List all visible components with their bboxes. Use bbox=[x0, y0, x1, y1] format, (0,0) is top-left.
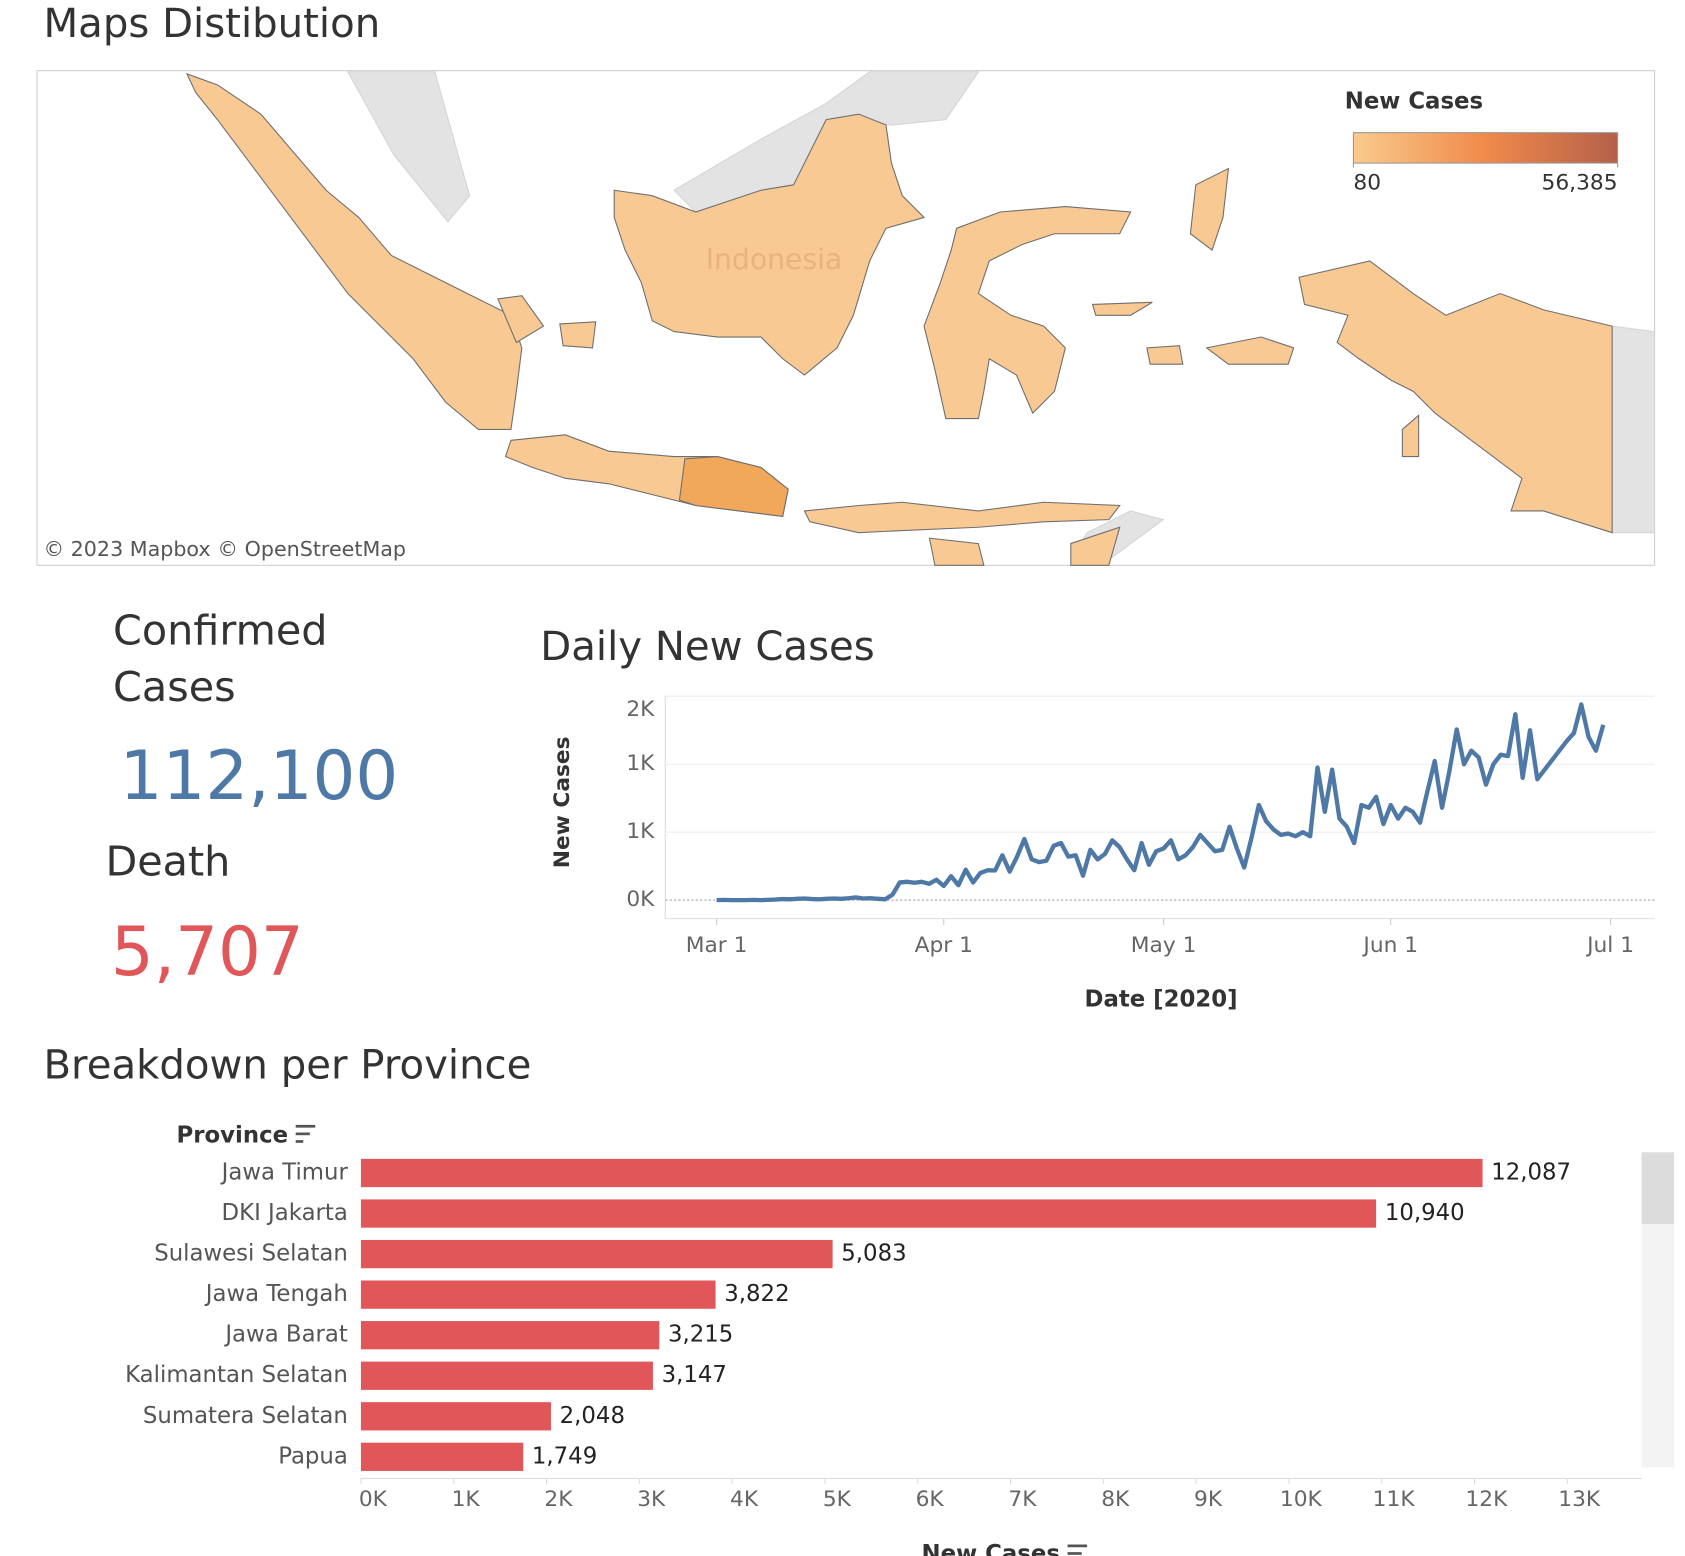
y-tick-label: 2K bbox=[626, 697, 655, 722]
value-label: 3,822 bbox=[724, 1281, 789, 1307]
x-tick-label: 1K bbox=[452, 1487, 481, 1512]
chart-title: Daily New Cases bbox=[540, 624, 874, 670]
x-tick-label: Jun 1 bbox=[1361, 933, 1418, 958]
x-tick-label: 13K bbox=[1558, 1487, 1601, 1512]
kpi-label: Confirmed Cases bbox=[113, 606, 328, 711]
island bbox=[1401, 414, 1420, 458]
kpi-value: 112,100 bbox=[120, 736, 399, 815]
island bbox=[1298, 260, 1613, 534]
y-tick-label: 1K bbox=[626, 819, 655, 844]
x-axis-title: Date [2020] bbox=[1085, 987, 1238, 1013]
x-tick-label: 8K bbox=[1101, 1487, 1130, 1512]
y-tick-label: Jawa Tengah bbox=[204, 1281, 348, 1307]
y-tick-label: 1K bbox=[626, 751, 655, 776]
bar bbox=[360, 1361, 653, 1390]
value-label: 12,087 bbox=[1491, 1159, 1571, 1185]
land-neighbor bbox=[346, 71, 471, 223]
value-label: 3,215 bbox=[668, 1322, 733, 1348]
bar bbox=[360, 1239, 833, 1269]
x-tick-label: 9K bbox=[1194, 1487, 1223, 1512]
x-tick-label: 3K bbox=[637, 1487, 666, 1512]
kpi-value: 5,707 bbox=[111, 912, 304, 991]
island bbox=[1189, 167, 1230, 251]
x-tick-label: May 1 bbox=[1131, 933, 1197, 958]
y-tick-label: Sulawesi Selatan bbox=[154, 1241, 348, 1267]
chart-title: Breakdown per Province bbox=[43, 1043, 531, 1089]
value-label: 3,147 bbox=[662, 1362, 727, 1388]
x-tick-label: Mar 1 bbox=[686, 933, 748, 958]
x-tick-label: 6K bbox=[916, 1487, 945, 1512]
island bbox=[613, 113, 926, 376]
island bbox=[185, 72, 523, 430]
x-tick-label: 12K bbox=[1465, 1487, 1508, 1512]
bar bbox=[360, 1321, 660, 1350]
kpi-label: Death bbox=[105, 837, 230, 885]
value-label: 5,083 bbox=[841, 1241, 906, 1267]
province-highlight bbox=[678, 456, 789, 517]
map-title: Maps Distibution bbox=[43, 1, 380, 47]
value-label: 1,749 bbox=[532, 1443, 597, 1469]
map-attribution: © 2023 Mapbox bbox=[43, 537, 210, 561]
legend-label: 80 bbox=[1353, 171, 1381, 196]
map-attribution: © OpenStreetMap bbox=[217, 537, 406, 561]
y-tick-label: DKI Jakarta bbox=[222, 1200, 348, 1226]
island bbox=[1091, 301, 1153, 316]
sort-icon bbox=[1067, 1544, 1088, 1555]
y-tick-label: Kalimantan Selatan bbox=[125, 1362, 348, 1388]
island bbox=[559, 321, 597, 349]
y-axis-title: New Cases bbox=[550, 736, 575, 868]
island bbox=[1146, 345, 1184, 365]
y-tick-label: Papua bbox=[278, 1443, 348, 1469]
island bbox=[923, 206, 1132, 420]
y-tick-label: Sumatera Selatan bbox=[143, 1403, 348, 1429]
island bbox=[1205, 336, 1295, 365]
x-tick-label: Jul 1 bbox=[1585, 933, 1634, 958]
bar bbox=[360, 1280, 716, 1309]
y-tick-label: Jawa Barat bbox=[223, 1322, 348, 1348]
x-tick-label: 2K bbox=[544, 1487, 573, 1512]
x-tick-label: 7K bbox=[1008, 1487, 1037, 1512]
island bbox=[1070, 526, 1121, 566]
land-neighbor bbox=[1611, 325, 1656, 534]
legend-gradient bbox=[1352, 132, 1619, 164]
x-tick-label: 10K bbox=[1280, 1487, 1323, 1512]
island bbox=[803, 501, 1121, 534]
island bbox=[928, 537, 985, 566]
x-axis-title: New Cases bbox=[922, 1541, 1060, 1556]
value-label: 2,048 bbox=[560, 1403, 625, 1429]
map bbox=[185, 71, 1656, 566]
legend-title: New Cases bbox=[1345, 89, 1483, 115]
bar bbox=[360, 1158, 1483, 1188]
x-tick-label: Apr 1 bbox=[915, 933, 973, 958]
line bbox=[716, 702, 1606, 903]
sort-icon bbox=[295, 1124, 316, 1143]
legend-label: 56,385 bbox=[1542, 171, 1618, 196]
bar bbox=[360, 1199, 1377, 1228]
bar bbox=[360, 1402, 551, 1431]
value-label: 10,940 bbox=[1385, 1200, 1465, 1226]
y-axis-title: Province bbox=[177, 1123, 289, 1149]
map-place-label: Indonesia bbox=[706, 243, 843, 276]
x-tick-label: 5K bbox=[823, 1487, 852, 1512]
y-tick-label: 0K bbox=[626, 887, 655, 912]
y-tick-label: Jawa Timur bbox=[220, 1159, 349, 1185]
island bbox=[497, 295, 545, 344]
x-tick-label: 4K bbox=[730, 1487, 759, 1512]
x-tick-label: 11K bbox=[1373, 1487, 1416, 1512]
bar bbox=[360, 1442, 524, 1471]
kpi-label-box: Confirmed Cases bbox=[113, 606, 328, 711]
x-tick-label: 0K bbox=[359, 1487, 388, 1512]
scrollbar-thumb[interactable] bbox=[1641, 1152, 1675, 1225]
